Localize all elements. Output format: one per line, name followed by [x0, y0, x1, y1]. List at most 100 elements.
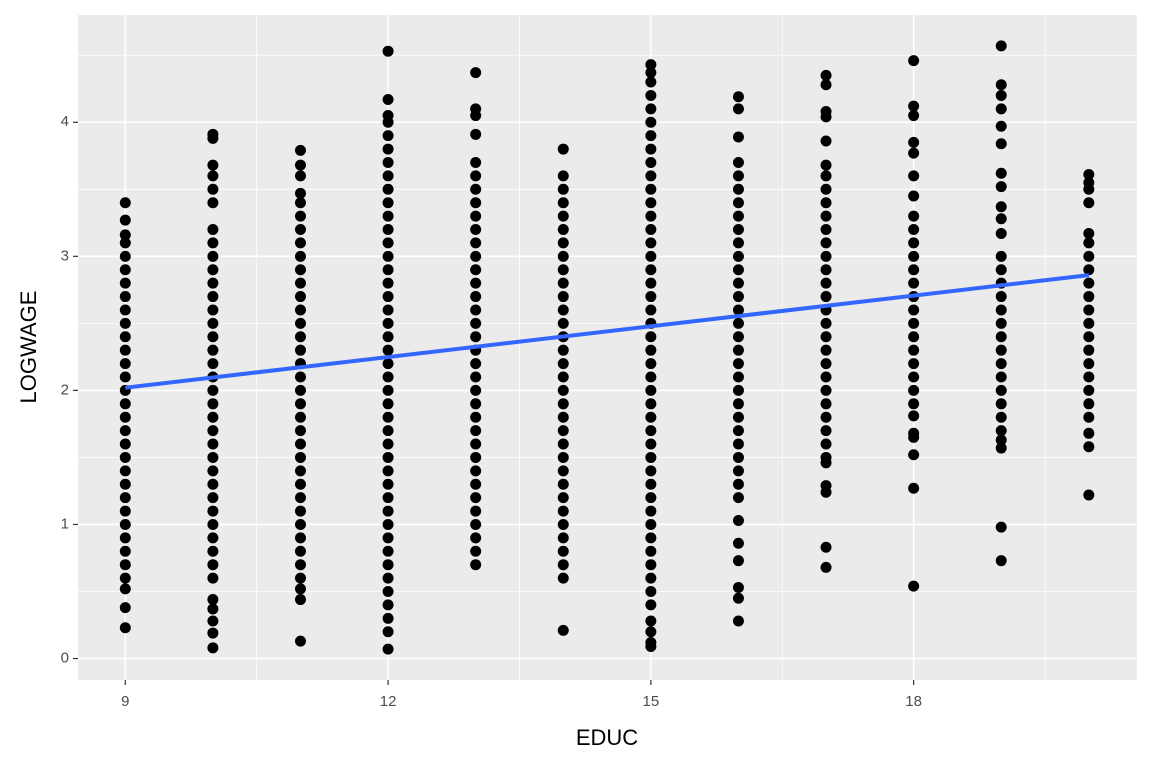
point: [1083, 169, 1095, 181]
point: [557, 304, 569, 316]
point: [382, 143, 394, 155]
point: [557, 438, 569, 450]
point: [119, 304, 131, 316]
point: [207, 425, 219, 437]
point: [645, 545, 657, 557]
point: [645, 371, 657, 383]
point: [470, 505, 482, 517]
point: [732, 156, 744, 168]
point: [382, 599, 394, 611]
point: [995, 89, 1007, 101]
point: [294, 224, 306, 236]
point: [820, 317, 832, 329]
point: [382, 156, 394, 168]
point: [207, 317, 219, 329]
point: [470, 465, 482, 477]
point: [557, 505, 569, 517]
point: [470, 210, 482, 222]
point: [645, 291, 657, 303]
point: [995, 411, 1007, 423]
point: [820, 250, 832, 262]
point: [382, 170, 394, 182]
point: [908, 264, 920, 276]
point: [820, 69, 832, 81]
point: [294, 532, 306, 544]
point: [645, 237, 657, 249]
point: [119, 291, 131, 303]
point: [382, 612, 394, 624]
point: [119, 505, 131, 517]
point: [732, 317, 744, 329]
point: [645, 532, 657, 544]
point: [294, 250, 306, 262]
y-tick-label: 4: [61, 113, 69, 130]
point: [732, 384, 744, 396]
point: [557, 624, 569, 636]
point: [119, 398, 131, 410]
point: [995, 167, 1007, 179]
point: [470, 317, 482, 329]
point: [732, 492, 744, 504]
point: [119, 492, 131, 504]
y-axis-title: LOGWAGE: [16, 291, 41, 404]
point: [207, 642, 219, 654]
point: [820, 170, 832, 182]
point: [908, 371, 920, 383]
x-tick-label: 15: [643, 693, 660, 710]
point: [294, 635, 306, 647]
point: [382, 344, 394, 356]
point: [294, 465, 306, 477]
point: [207, 344, 219, 356]
point: [557, 264, 569, 276]
point: [820, 384, 832, 396]
point: [207, 358, 219, 370]
point: [119, 438, 131, 450]
point: [294, 518, 306, 530]
point: [1083, 177, 1095, 189]
point: [207, 532, 219, 544]
point: [995, 291, 1007, 303]
point: [645, 304, 657, 316]
point: [470, 170, 482, 182]
point: [995, 120, 1007, 132]
point: [995, 384, 1007, 396]
point: [207, 224, 219, 236]
point: [820, 425, 832, 437]
point: [207, 451, 219, 463]
point: [470, 398, 482, 410]
point: [645, 411, 657, 423]
point: [557, 277, 569, 289]
point: [557, 250, 569, 262]
point: [382, 110, 394, 122]
point: [294, 291, 306, 303]
point: [645, 615, 657, 627]
point: [207, 505, 219, 517]
point: [1083, 398, 1095, 410]
point: [119, 250, 131, 262]
point: [382, 411, 394, 423]
point: [294, 371, 306, 383]
point: [294, 210, 306, 222]
point: [119, 358, 131, 370]
point: [820, 451, 832, 463]
point: [294, 317, 306, 329]
point: [382, 197, 394, 209]
point: [207, 492, 219, 504]
point: [207, 170, 219, 182]
point: [207, 465, 219, 477]
point: [645, 76, 657, 88]
point: [645, 331, 657, 343]
point: [645, 384, 657, 396]
point: [294, 545, 306, 557]
point: [995, 358, 1007, 370]
point: [908, 55, 920, 67]
point: [382, 465, 394, 477]
point: [470, 559, 482, 571]
point: [1083, 384, 1095, 396]
point: [908, 331, 920, 343]
point: [645, 626, 657, 638]
point: [732, 451, 744, 463]
point: [908, 482, 920, 494]
point: [294, 237, 306, 249]
